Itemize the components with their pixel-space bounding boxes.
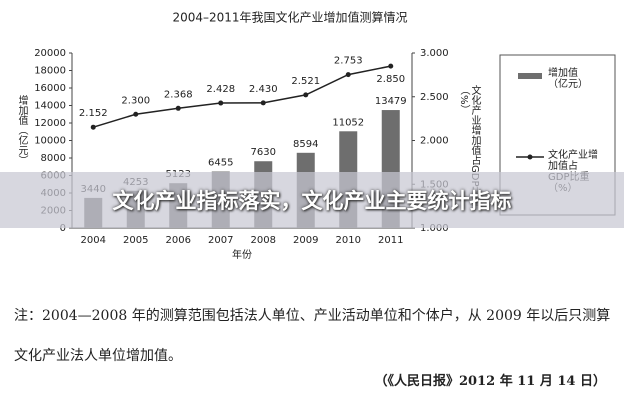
x-tick-label: 2005 — [123, 235, 148, 246]
line-point — [388, 63, 394, 69]
line-point — [90, 124, 96, 130]
source: （《人民日报》2012 年 11 月 14 日） — [374, 374, 607, 389]
line-point — [175, 105, 181, 111]
bar-value-label: 11052 — [332, 117, 364, 128]
y2-tick-label: 3.000 — [420, 48, 449, 59]
y-tick-label: 8000 — [41, 153, 66, 164]
x-tick-label: 2010 — [336, 235, 361, 246]
bar-value-label: 7630 — [251, 147, 276, 158]
y2-tick-label: 2.500 — [420, 92, 449, 103]
y2-tick-label: 2.000 — [420, 136, 449, 147]
line-value-label: 2.753 — [334, 56, 363, 67]
line-value-label: 2.428 — [206, 84, 235, 95]
line-value-label: 2.430 — [249, 84, 278, 95]
line-value-label: 2.521 — [291, 76, 320, 87]
bar-value-label: 8594 — [293, 139, 318, 150]
y-tick-label: 10000 — [34, 136, 66, 147]
line-point — [260, 100, 266, 106]
legend-swatch — [527, 154, 533, 160]
chart-title: 2004–2011年我国文化产业增加值测算情况 — [172, 10, 407, 25]
y2-tick-label: 1.000 — [420, 223, 449, 234]
line-value-label: 2.152 — [79, 108, 108, 119]
y-tick-label: 12000 — [34, 118, 66, 129]
y-tick-label: 16000 — [34, 83, 66, 94]
banner: 文化产业指标落实，文化产业主要统计指标 — [0, 172, 624, 228]
line-value-label: 2.368 — [164, 89, 193, 100]
y-tick-label: 18000 — [34, 66, 66, 77]
x-tick-label: 2006 — [166, 235, 191, 246]
bar-value-label: 13479 — [375, 96, 407, 107]
bar-value-label: 6455 — [208, 158, 233, 169]
note: 注：2004—2008 年的测算范围包括法人单位、产业活动单位和个体户，从 20… — [14, 308, 611, 364]
line-point — [345, 72, 351, 78]
x-tick-label: 2007 — [208, 235, 233, 246]
x-tick-label: 2009 — [293, 235, 318, 246]
line — [93, 65, 391, 128]
line-point — [133, 111, 139, 117]
y-tick-label: 20000 — [34, 48, 66, 59]
legend-label: 增加值（亿元） — [548, 68, 588, 90]
line-point — [303, 92, 309, 98]
y-label: 增加值（亿元） — [16, 95, 27, 165]
y2-label: 文化产业增加值占GDP比重（%） — [458, 85, 480, 207]
x-label: 年份 — [232, 250, 252, 261]
x-tick-label: 2004 — [81, 235, 106, 246]
y-tick-label: 0 — [60, 223, 66, 234]
line-value-label: 2.850 — [376, 74, 405, 85]
legend-swatch — [518, 73, 542, 79]
x-tick-label: 2008 — [251, 235, 276, 246]
line-point — [218, 100, 224, 106]
line-value-label: 2.300 — [121, 95, 150, 106]
y-tick-label: 14000 — [34, 101, 66, 112]
x-tick-label: 2011 — [378, 235, 403, 246]
